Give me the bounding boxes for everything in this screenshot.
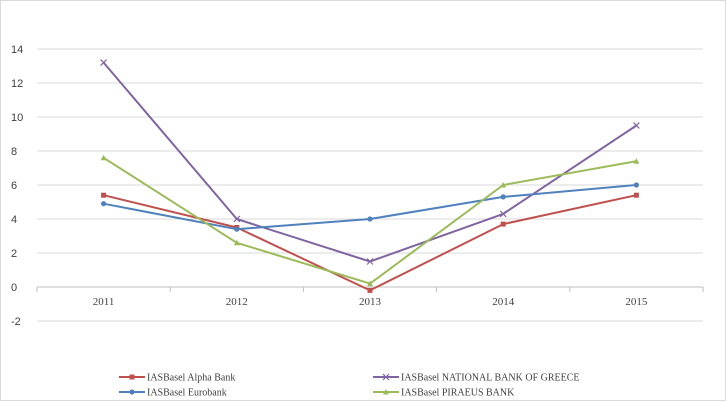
legend-label: IASBasel PIRAEUS BANK bbox=[401, 388, 515, 399]
legend-item: IASBasel Alpha Bank bbox=[119, 373, 235, 384]
data-point bbox=[367, 280, 373, 287]
y-tick-label: 6 bbox=[11, 180, 17, 192]
legend-marker bbox=[129, 389, 135, 395]
data-point bbox=[101, 201, 107, 207]
series-line-2 bbox=[103, 184, 637, 231]
y-tick-label: 10 bbox=[11, 112, 23, 124]
x-tick-label: 2011 bbox=[93, 296, 115, 308]
data-point bbox=[633, 192, 639, 198]
data-point bbox=[100, 59, 108, 67]
y-axis-ticks: -2 0 2 4 6 8 10 12 14 bbox=[11, 44, 23, 328]
x-tick-label: 2012 bbox=[226, 296, 248, 308]
series-line-1 bbox=[102, 61, 637, 263]
data-point bbox=[367, 216, 373, 222]
y-tick-label: 0 bbox=[11, 282, 17, 294]
y-tick-label: 2 bbox=[11, 248, 17, 260]
data-point bbox=[367, 287, 373, 293]
legend: IASBasel Alpha Bank IASBasel NATIONAL BAN… bbox=[119, 373, 580, 399]
data-point bbox=[500, 182, 507, 188]
legend-label: IASBasel Alpha Bank bbox=[147, 373, 235, 384]
data-point bbox=[234, 226, 240, 232]
data-point bbox=[233, 239, 240, 246]
y-tick-label: -2 bbox=[11, 316, 21, 328]
x-tick-label: 2015 bbox=[625, 296, 648, 308]
legend-marker bbox=[383, 389, 389, 395]
y-tick-label: 8 bbox=[11, 146, 17, 158]
data-point bbox=[100, 154, 107, 161]
y-tick-label: 12 bbox=[11, 78, 23, 90]
legend-item: IASBasel NATIONAL BANK OF GREECE bbox=[373, 373, 580, 384]
data-point bbox=[633, 158, 640, 164]
y-tick-label: 4 bbox=[11, 214, 17, 226]
series-lines bbox=[100, 59, 640, 293]
data-point bbox=[233, 215, 241, 223]
legend-label: IASBasel NATIONAL BANK OF GREECE bbox=[401, 373, 580, 384]
legend-item: IASBasel Eurobank bbox=[119, 388, 227, 399]
data-point bbox=[633, 182, 640, 188]
data-point bbox=[632, 122, 640, 129]
data-point bbox=[500, 194, 506, 200]
legend-label: IASBasel Eurobank bbox=[147, 388, 227, 399]
y-tick-label: 14 bbox=[11, 44, 23, 56]
x-tick-label: 2014 bbox=[492, 296, 515, 308]
x-axis-ticks: 2011 2012 2013 2014 2015 bbox=[36, 286, 704, 308]
legend-marker bbox=[129, 374, 135, 380]
data-point bbox=[101, 192, 107, 198]
data-point bbox=[499, 210, 507, 218]
data-point bbox=[500, 221, 506, 227]
gridlines bbox=[37, 48, 703, 322]
x-tick-label: 2013 bbox=[359, 296, 382, 308]
legend-marker bbox=[382, 373, 390, 381]
legend-item: IASBasel PIRAEUS BANK bbox=[373, 388, 515, 399]
data-point bbox=[366, 258, 374, 265]
